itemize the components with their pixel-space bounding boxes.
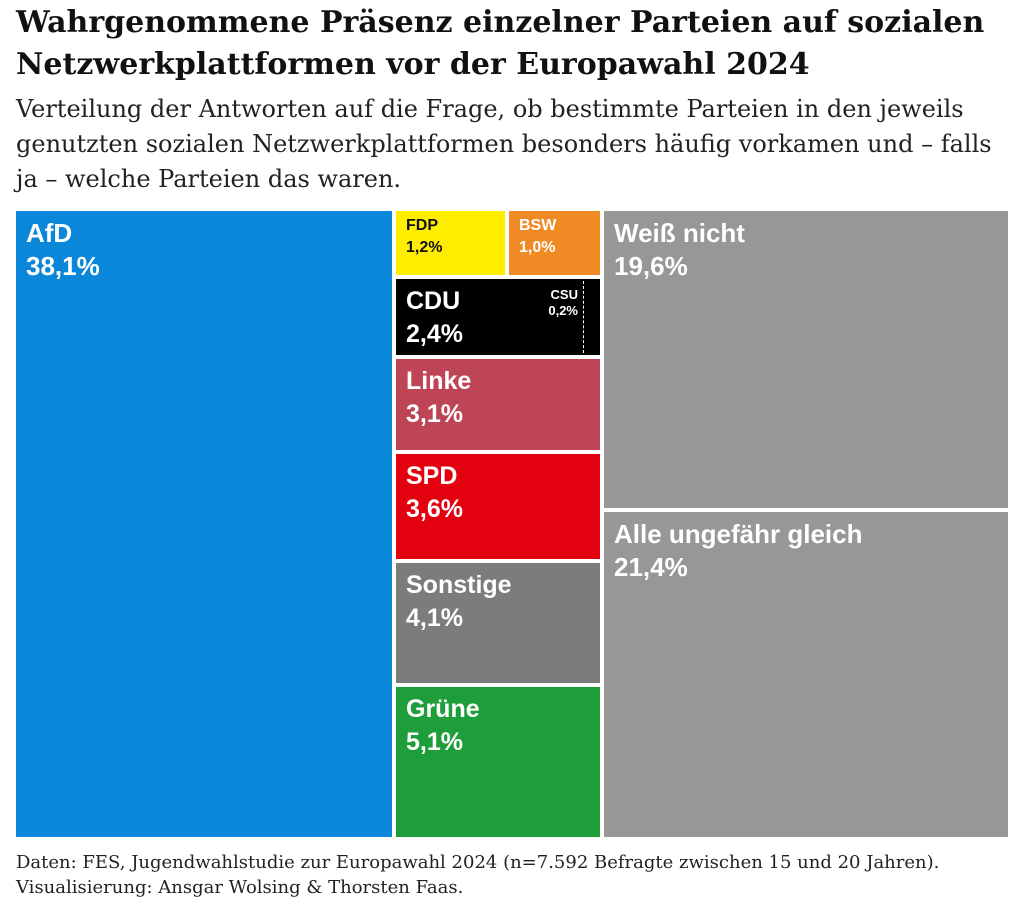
tile-csu-label: CSU 0,2% — [548, 287, 578, 319]
tile-value: 19,6% — [614, 251, 688, 281]
tile-name: SPD — [406, 462, 458, 490]
tile-spd: SPD 3,6% — [396, 454, 600, 559]
tile-name: AfD — [26, 218, 73, 248]
tile-name: Weiß nicht — [614, 218, 745, 248]
tile-name: FDP — [406, 217, 438, 234]
tile-name: Sonstige — [406, 571, 512, 599]
chart-title: Wahrgenommene Präsenz einzelner Parteien… — [16, 5, 985, 82]
tile-gruene: Grüne 5,1% — [396, 687, 600, 837]
tile-label: Grüne 5,1% — [406, 693, 480, 759]
tile-name: Alle ungefähr gleich — [614, 519, 863, 549]
tile-linke: Linke 3,1% — [396, 359, 600, 450]
tile-sonstige: Sonstige 4,1% — [396, 563, 600, 683]
tile-label: BSW 1,0% — [519, 215, 556, 259]
tile-name: Grüne — [406, 695, 480, 723]
tile-value: 3,6% — [406, 495, 463, 523]
tile-bsw: BSW 1,0% — [509, 211, 600, 275]
tile-value: 1,0% — [519, 239, 556, 256]
tile-afd: AfD 38,1% — [16, 211, 392, 837]
tile-label: Linke 3,1% — [406, 365, 471, 431]
tile-name: Linke — [406, 367, 472, 395]
tile-fdp: FDP 1,2% — [396, 211, 505, 275]
tile-value: 21,4% — [614, 552, 688, 582]
tile-label: Alle ungefähr gleich 21,4% — [614, 518, 863, 584]
tile-label: CDU 2,4% — [406, 285, 463, 351]
tile-value: 3,1% — [406, 400, 463, 428]
tile-value: 1,2% — [406, 239, 443, 256]
tile-name: CSU — [550, 287, 578, 302]
tile-label: SPD 3,6% — [406, 460, 463, 526]
tile-name: CDU — [406, 287, 461, 315]
tile-alle-gleich: Alle ungefähr gleich 21,4% — [604, 512, 1008, 837]
tile-value: 38,1% — [26, 251, 100, 281]
source-note: Daten: FES, Jugendwahlstudie zur Europaw… — [16, 852, 940, 898]
tile-value: 2,4% — [406, 320, 463, 348]
tile-name: BSW — [519, 217, 557, 234]
tile-weiss-nicht: Weiß nicht 19,6% — [604, 211, 1008, 508]
csu-divider — [583, 281, 584, 353]
tile-cdu: CDU 2,4% — [396, 279, 600, 355]
tile-value: 0,2% — [548, 303, 578, 318]
tile-label: FDP 1,2% — [406, 215, 442, 259]
treemap-chart: AfD 38,1% FDP 1,2% BSW 1,0% CDU 2,4% CSU… — [16, 211, 1008, 837]
tile-label: AfD 38,1% — [26, 217, 100, 283]
tile-value: 4,1% — [406, 604, 463, 632]
chart-subtitle: Verteilung der Antworten auf die Frage, … — [16, 95, 992, 193]
tile-label: Weiß nicht 19,6% — [614, 217, 745, 283]
tile-value: 5,1% — [406, 728, 463, 756]
tile-label: Sonstige 4,1% — [406, 569, 512, 635]
